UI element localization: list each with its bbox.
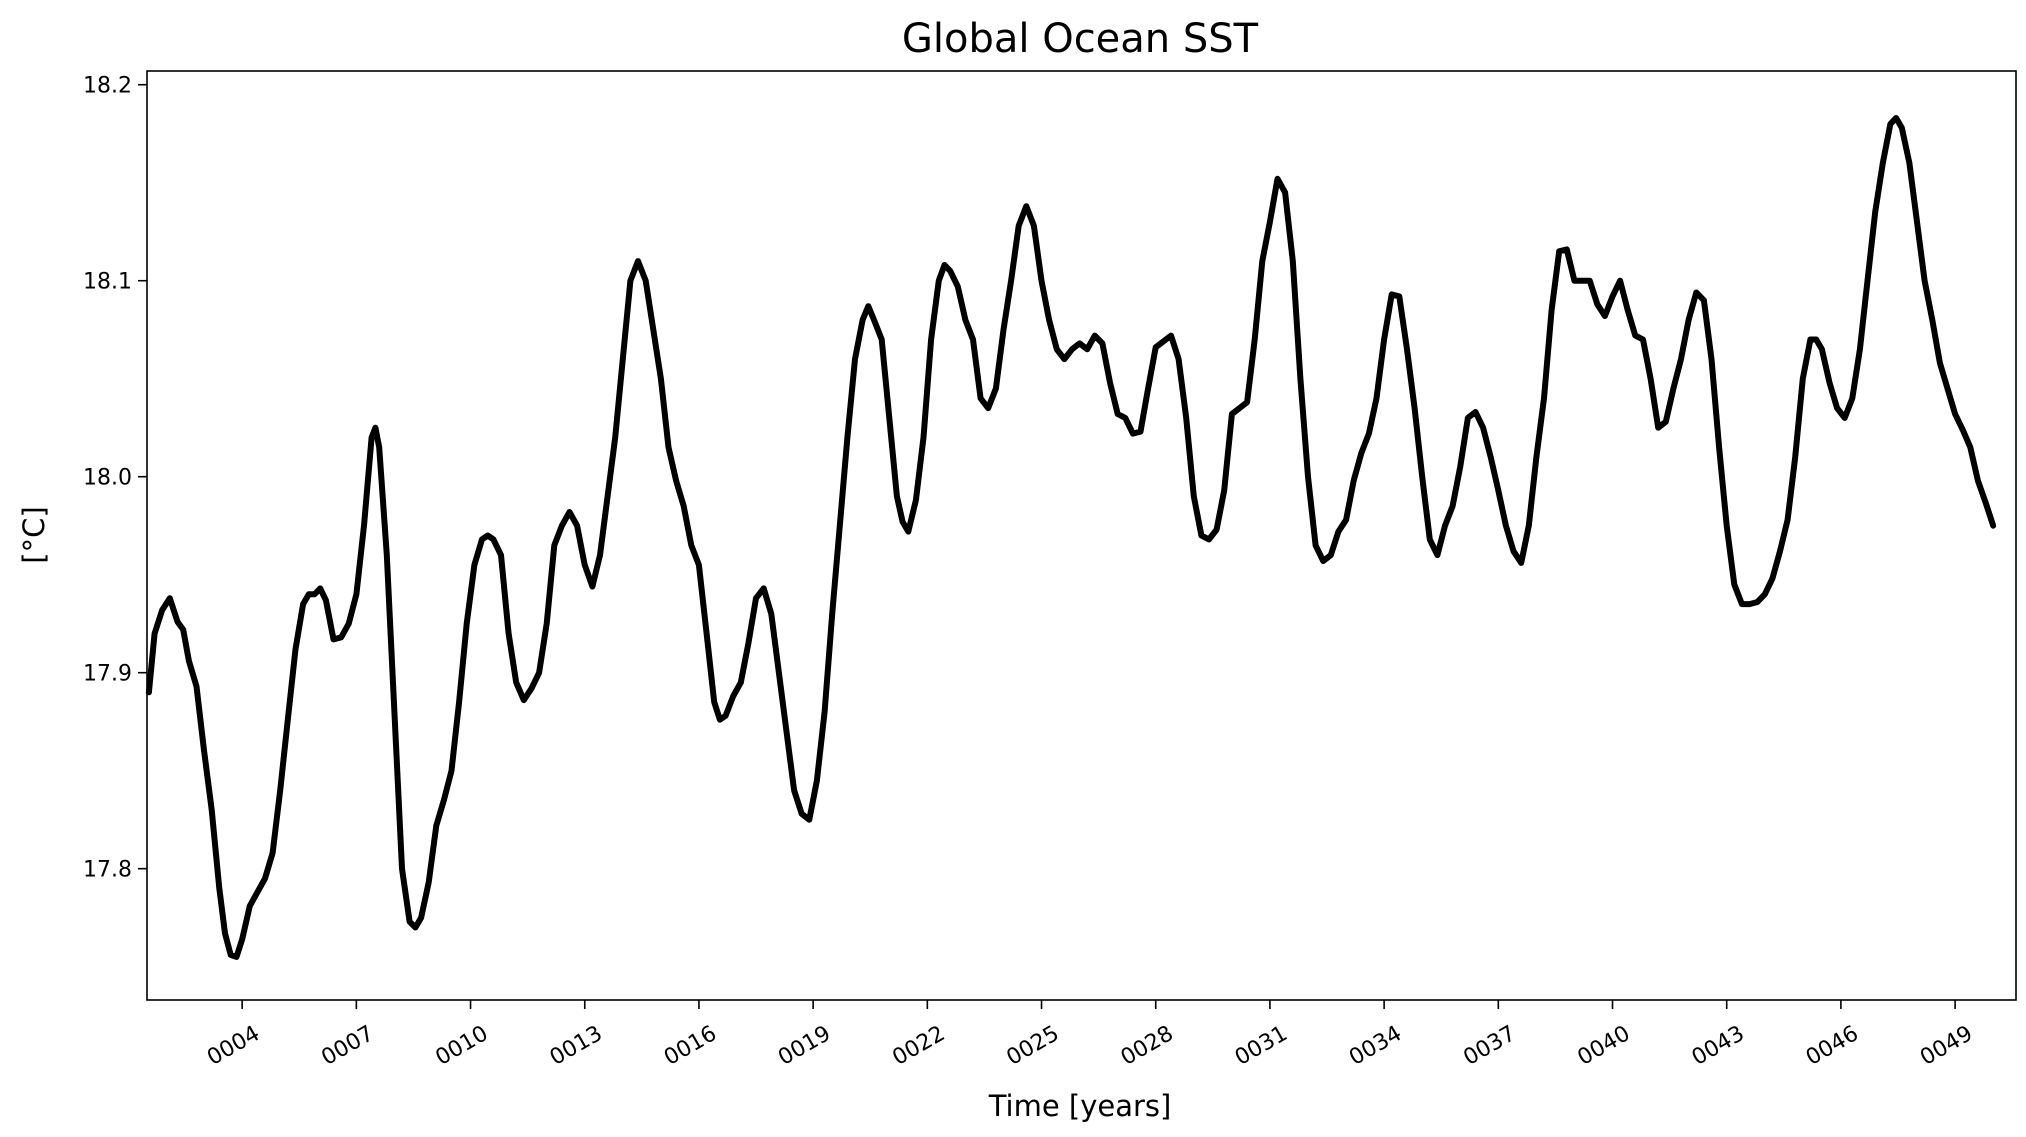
x-tick-label: 0043 bbox=[1688, 1021, 1749, 1071]
y-tick-label: 17.8 bbox=[83, 858, 132, 883]
x-axis-ticks: 0004 0007 0010 0013 0016 0019 0022 0025 0028 0031… bbox=[203, 1000, 1977, 1071]
x-tick-label: 0028 bbox=[1117, 1021, 1178, 1071]
y-tick-label: 18.2 bbox=[83, 74, 132, 99]
sst-series-line bbox=[145, 115, 1997, 960]
x-tick-label: 0010 bbox=[432, 1021, 493, 1071]
y-tick-label: 18.1 bbox=[83, 270, 132, 295]
x-tick-label: 0046 bbox=[1802, 1021, 1863, 1071]
y-axis-ticks: 17.8 17.9 18.0 18.1 18.2 bbox=[83, 74, 147, 883]
x-tick-label: 0034 bbox=[1345, 1021, 1406, 1071]
x-tick-label: 0022 bbox=[888, 1021, 949, 1071]
x-tick-label: 0004 bbox=[203, 1021, 264, 1071]
x-tick-label: 0007 bbox=[317, 1021, 378, 1071]
y-tick-label: 17.9 bbox=[83, 662, 132, 687]
x-tick-label: 0037 bbox=[1459, 1021, 1520, 1071]
plot-area-frame bbox=[146, 70, 2017, 1001]
x-tick-label: 0031 bbox=[1231, 1021, 1292, 1071]
x-tick-label: 0019 bbox=[774, 1021, 835, 1071]
x-tick-label: 0016 bbox=[660, 1021, 721, 1071]
x-axis-label: Time [years] bbox=[988, 1089, 1172, 1123]
y-axis-label: [°C] bbox=[17, 506, 51, 563]
x-tick-label: 0040 bbox=[1574, 1021, 1635, 1071]
chart-title: Global Ocean SST bbox=[902, 16, 1259, 62]
y-tick-label: 18.0 bbox=[83, 466, 132, 491]
x-tick-label: 0049 bbox=[1916, 1021, 1977, 1071]
x-tick-label: 0013 bbox=[546, 1021, 607, 1071]
x-tick-label: 0025 bbox=[1003, 1021, 1064, 1071]
